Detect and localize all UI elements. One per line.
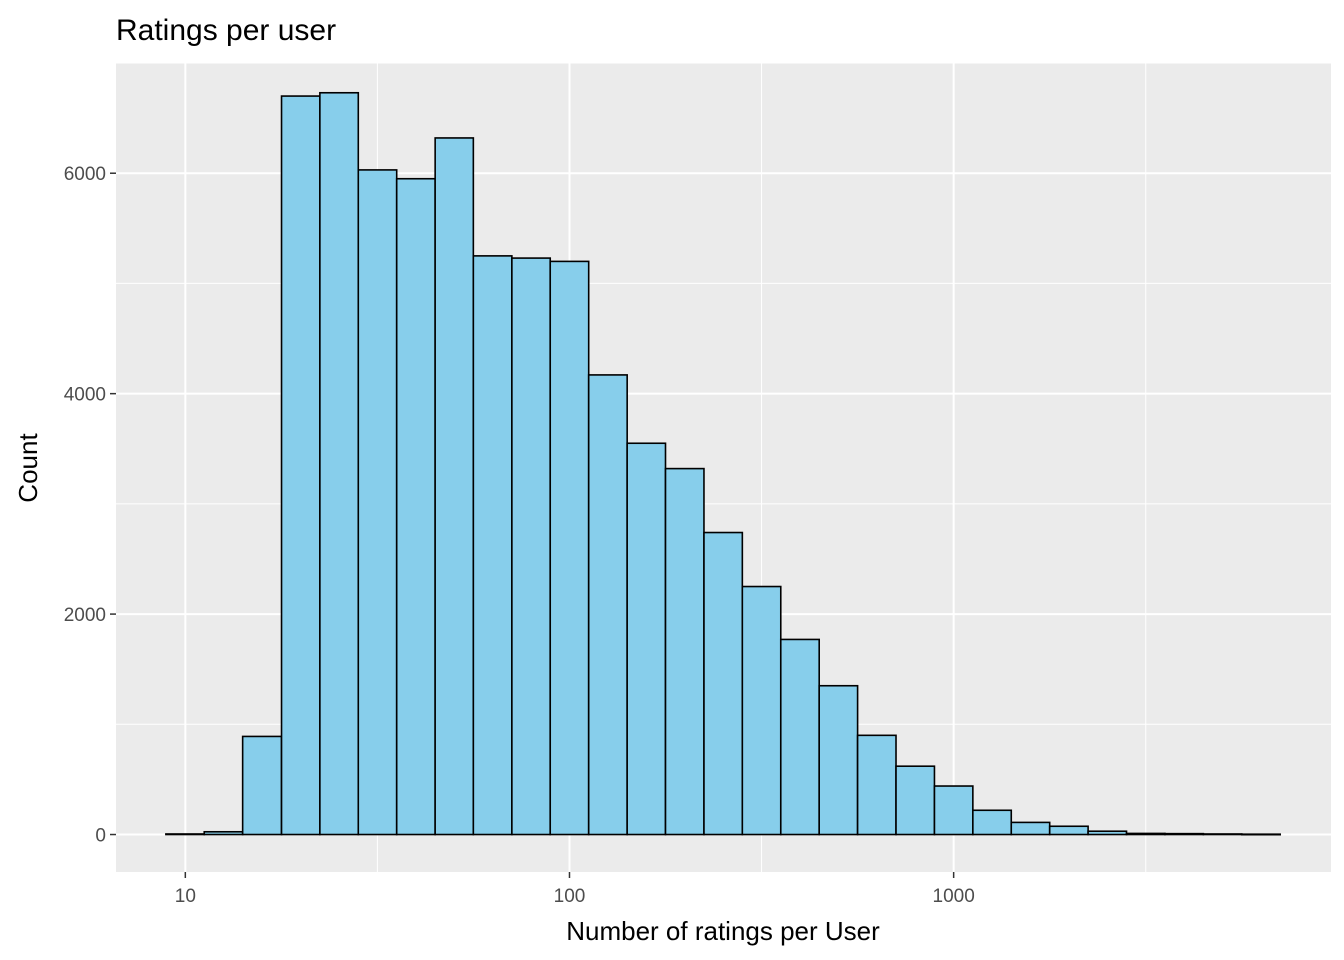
y-axis-title: Count bbox=[13, 433, 43, 503]
y-tick-label: 4000 bbox=[64, 385, 106, 406]
histogram-bar bbox=[203, 830, 244, 836]
histogram-bar bbox=[741, 585, 782, 836]
histogram-bar bbox=[856, 734, 897, 836]
histogram-bar bbox=[319, 91, 360, 836]
x-tick-label: 1000 bbox=[933, 886, 975, 907]
histogram-bar bbox=[818, 684, 859, 836]
x-tick-label: 10 bbox=[175, 886, 196, 907]
histogram-bar bbox=[1087, 830, 1128, 836]
histogram-bar bbox=[703, 531, 744, 836]
histogram-bar bbox=[895, 765, 936, 836]
histogram-bar bbox=[626, 442, 667, 836]
histogram-bar bbox=[587, 374, 628, 836]
histogram-bar bbox=[1010, 821, 1051, 836]
chart-title: Ratings per user bbox=[116, 14, 336, 47]
histogram-bar bbox=[1164, 832, 1205, 836]
histogram-bar bbox=[1048, 825, 1089, 836]
histogram-bar bbox=[972, 809, 1013, 836]
histogram-bar bbox=[280, 95, 321, 836]
y-tick-label: 2000 bbox=[64, 605, 106, 626]
x-axis-title: Number of ratings per User bbox=[566, 916, 880, 946]
y-axis: 0 2000 4000 6000 bbox=[64, 164, 116, 847]
histogram-bar bbox=[1240, 833, 1281, 836]
histogram-bar bbox=[357, 169, 398, 836]
x-tick-label: 100 bbox=[554, 886, 586, 907]
histogram-bar bbox=[395, 177, 436, 836]
x-axis: 10 100 1000 bbox=[175, 872, 975, 907]
histogram-bar bbox=[779, 638, 820, 836]
y-tick-label: 6000 bbox=[64, 164, 106, 185]
histogram-bar bbox=[1125, 832, 1166, 836]
histogram-bar bbox=[1202, 833, 1243, 836]
histogram-bar bbox=[472, 255, 513, 836]
histogram-bar bbox=[664, 467, 705, 836]
histogram-bar bbox=[549, 260, 590, 836]
y-tick-label: 0 bbox=[95, 826, 106, 847]
histogram-bars bbox=[165, 91, 1281, 836]
histogram-bar bbox=[933, 785, 974, 836]
histogram-bar bbox=[241, 735, 283, 836]
histogram-bar bbox=[511, 257, 552, 836]
histogram-bar bbox=[165, 833, 206, 836]
histogram-bar bbox=[434, 137, 475, 836]
